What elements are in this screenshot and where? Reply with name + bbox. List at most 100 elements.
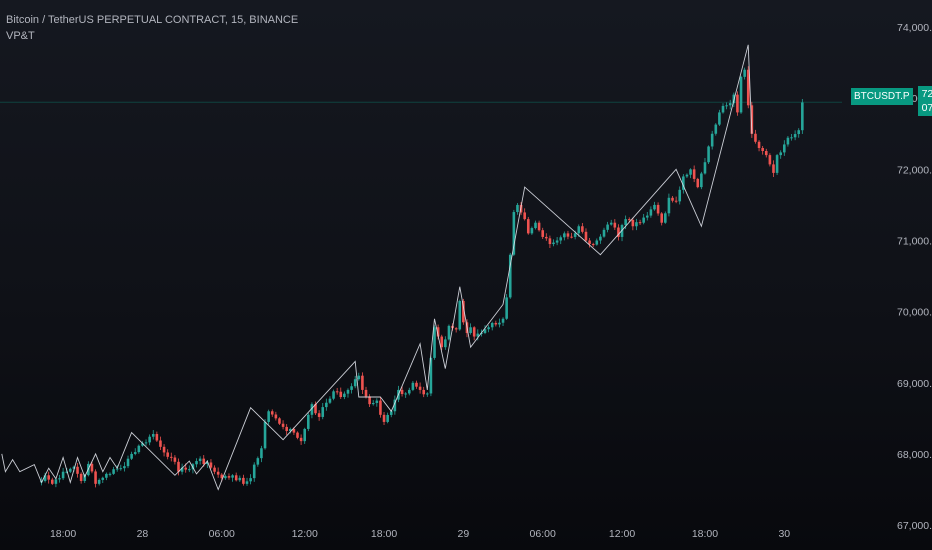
candle bbox=[620, 223, 624, 242]
candle bbox=[242, 474, 245, 486]
candle bbox=[382, 412, 386, 425]
candle bbox=[278, 417, 281, 425]
candle bbox=[584, 228, 588, 242]
price-tick-label: 68,000.0 bbox=[897, 449, 932, 461]
candle bbox=[588, 237, 591, 248]
candle bbox=[746, 66, 750, 109]
last-price-value: 72,943.5 bbox=[921, 88, 932, 100]
time-tick-label: 30 bbox=[778, 528, 790, 540]
candle bbox=[209, 459, 213, 469]
candle bbox=[256, 456, 260, 467]
candle bbox=[801, 98, 804, 134]
last-price-label: 72,943.5 07:03 bbox=[917, 86, 932, 116]
candle bbox=[407, 387, 411, 396]
candle bbox=[508, 252, 512, 299]
candle bbox=[700, 171, 703, 190]
candle bbox=[76, 463, 79, 478]
candle bbox=[224, 474, 227, 480]
candle bbox=[69, 467, 72, 474]
candle bbox=[487, 325, 490, 333]
candle bbox=[649, 206, 653, 218]
time-axis[interactable]: 18:00 28 06:00 12:00 18:00 29 06:00 12:00 18:00 3… bbox=[50, 528, 790, 540]
candle bbox=[591, 242, 595, 247]
candle bbox=[61, 467, 65, 481]
indicator-label[interactable]: VP&T bbox=[6, 30, 35, 42]
candle bbox=[180, 463, 184, 475]
candle bbox=[483, 325, 487, 335]
candle bbox=[530, 226, 534, 235]
candle bbox=[368, 394, 371, 407]
candle bbox=[105, 472, 108, 481]
candle bbox=[761, 145, 764, 155]
candle bbox=[599, 234, 602, 244]
candle bbox=[144, 439, 148, 446]
candle bbox=[494, 320, 498, 327]
candle bbox=[169, 452, 173, 462]
candle bbox=[260, 445, 263, 463]
candle bbox=[718, 109, 721, 126]
candle bbox=[559, 235, 563, 245]
candle bbox=[548, 235, 552, 248]
candle bbox=[440, 334, 444, 351]
candle bbox=[307, 412, 310, 432]
candle bbox=[270, 409, 274, 417]
candle bbox=[343, 391, 346, 400]
candle bbox=[570, 232, 573, 239]
candle bbox=[689, 168, 692, 179]
candles bbox=[40, 66, 804, 488]
candle bbox=[357, 372, 361, 381]
candle bbox=[263, 419, 267, 450]
candle bbox=[274, 411, 278, 421]
candle bbox=[90, 461, 94, 474]
candle bbox=[79, 472, 83, 484]
time-tick-label: 18:00 bbox=[50, 528, 76, 540]
candle bbox=[469, 323, 472, 335]
candle bbox=[415, 380, 418, 389]
candle bbox=[552, 239, 555, 247]
candle bbox=[50, 477, 54, 485]
candle bbox=[148, 434, 151, 446]
candle bbox=[130, 451, 133, 461]
time-tick-label: 29 bbox=[458, 528, 470, 540]
candle bbox=[472, 326, 476, 341]
candle bbox=[188, 465, 191, 473]
candle bbox=[512, 209, 516, 256]
candle bbox=[418, 382, 422, 394]
candle bbox=[721, 103, 725, 114]
candle bbox=[786, 136, 790, 147]
candle bbox=[393, 395, 397, 415]
candle bbox=[638, 219, 642, 225]
symbol-title[interactable]: Bitcoin / TetherUS PERPETUAL CONTRACT, 1… bbox=[6, 14, 299, 26]
candle bbox=[159, 436, 162, 451]
candle bbox=[386, 412, 389, 424]
candle bbox=[285, 424, 288, 435]
candle bbox=[793, 130, 797, 141]
price-tick-label: 71,000.0 bbox=[897, 235, 932, 247]
candle bbox=[353, 375, 357, 389]
bar-countdown: 07:03 bbox=[921, 102, 932, 114]
candle bbox=[757, 140, 761, 152]
candle bbox=[429, 356, 433, 397]
candle bbox=[714, 123, 718, 136]
candle bbox=[245, 477, 249, 486]
candle bbox=[692, 165, 696, 183]
chart-legend: Bitcoin / TetherUS PERPETUAL CONTRACT, 1… bbox=[6, 12, 298, 44]
time-tick-label: 12:00 bbox=[609, 528, 635, 540]
candle bbox=[768, 153, 772, 167]
candle bbox=[332, 389, 335, 401]
candle bbox=[537, 220, 541, 232]
candle bbox=[490, 321, 494, 331]
candle bbox=[83, 473, 87, 483]
time-tick-label: 06:00 bbox=[530, 528, 556, 540]
candle bbox=[462, 298, 465, 325]
candle bbox=[195, 458, 198, 468]
candle bbox=[249, 474, 252, 485]
candle bbox=[609, 219, 613, 226]
candle bbox=[739, 75, 743, 114]
candle bbox=[216, 467, 220, 478]
candle bbox=[43, 472, 47, 483]
price-tick-label: 74,000.0 bbox=[897, 22, 932, 34]
candle bbox=[775, 154, 779, 175]
candle bbox=[339, 387, 343, 399]
